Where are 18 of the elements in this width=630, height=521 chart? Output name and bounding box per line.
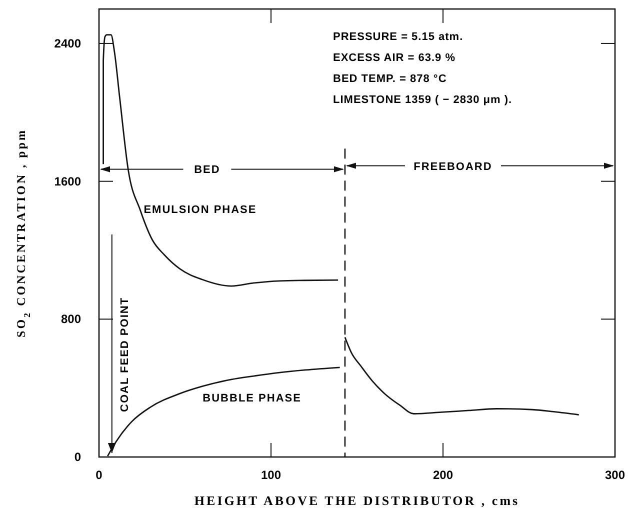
x-tick-label: 0 <box>96 468 103 482</box>
annotation: LIMESTONE 1359 ( − 2830 μm ). <box>333 94 512 106</box>
x-tick-label: 200 <box>432 468 454 482</box>
y-tick-label: 0 <box>74 450 82 464</box>
annotation: COAL FEED POINT <box>118 296 131 412</box>
y-tick-label: 1600 <box>54 174 82 188</box>
y-tick-label: 2400 <box>54 36 82 50</box>
annotation: BED <box>194 164 220 176</box>
annotation: EXCESS AIR = 63.9 % <box>333 52 456 64</box>
x-tick-label: 100 <box>260 468 282 482</box>
x-axis-title: HEIGHT ABOVE THE DISTRIBUTOR , cms <box>194 493 520 508</box>
x-tick-label: 300 <box>604 468 626 482</box>
annotation: BUBBLE PHASE <box>202 392 302 405</box>
annotation: PRESSURE = 5.15 atm. <box>333 31 464 43</box>
y-tick-label: 800 <box>60 312 82 326</box>
annotation: BED TEMP. = 878 °C <box>333 73 447 85</box>
annotation: FREEBOARD <box>414 160 492 173</box>
annotation: EMULSION PHASE <box>144 204 257 216</box>
